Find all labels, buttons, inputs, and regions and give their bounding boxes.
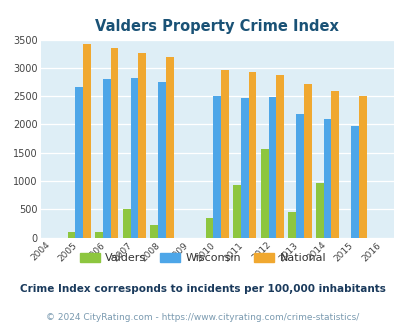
Bar [315, 183, 323, 238]
Bar [240, 98, 248, 238]
Bar [213, 96, 221, 238]
Bar [75, 86, 83, 238]
Bar [83, 44, 91, 238]
Bar [205, 218, 213, 238]
Bar [275, 75, 283, 238]
Bar [260, 149, 268, 238]
Bar [68, 232, 75, 238]
Bar [221, 70, 228, 238]
Bar [350, 126, 358, 238]
Bar [158, 82, 166, 238]
Bar [288, 212, 295, 238]
Bar [123, 209, 130, 238]
Text: © 2024 CityRating.com - https://www.cityrating.com/crime-statistics/: © 2024 CityRating.com - https://www.city… [46, 313, 359, 322]
Text: Crime Index corresponds to incidents per 100,000 inhabitants: Crime Index corresponds to incidents per… [20, 284, 385, 294]
Bar [232, 185, 240, 238]
Bar [130, 78, 138, 238]
Bar [103, 79, 111, 238]
Legend: Valders, Wisconsin, National: Valders, Wisconsin, National [75, 248, 330, 268]
Bar [150, 225, 158, 238]
Title: Valders Property Crime Index: Valders Property Crime Index [95, 19, 338, 34]
Bar [303, 84, 311, 238]
Bar [248, 72, 256, 238]
Bar [358, 96, 366, 238]
Bar [268, 97, 275, 238]
Bar [166, 56, 173, 238]
Bar [295, 114, 303, 238]
Bar [138, 52, 146, 238]
Bar [111, 48, 118, 238]
Bar [323, 119, 330, 238]
Bar [330, 90, 338, 238]
Bar [95, 232, 103, 238]
